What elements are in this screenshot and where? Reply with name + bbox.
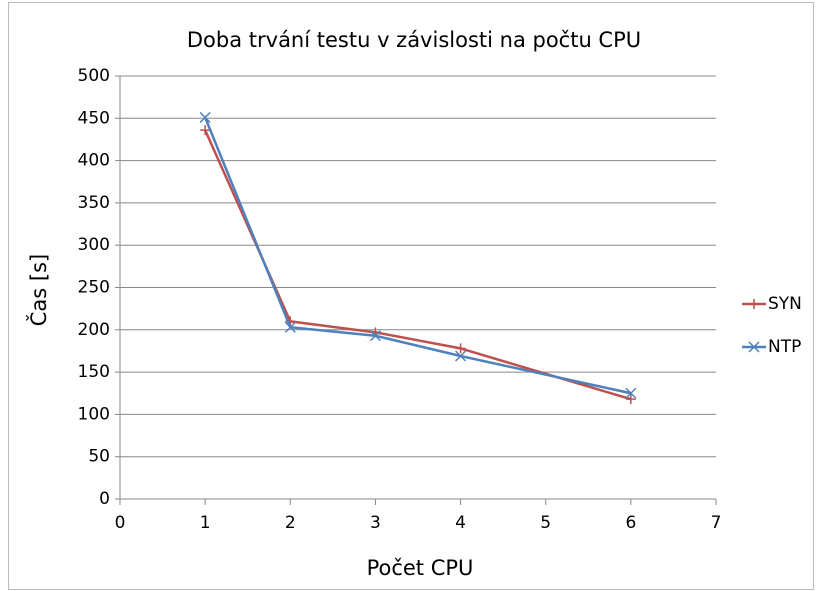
data-point xyxy=(369,330,381,342)
y-tick-label: 0 xyxy=(99,489,110,509)
y-tick-label: 100 xyxy=(78,404,110,424)
data-point xyxy=(199,111,211,123)
x-tick-label: 7 xyxy=(711,513,722,533)
data-point xyxy=(455,350,467,362)
x-tick-label: 1 xyxy=(200,513,211,533)
x-tick-label: 0 xyxy=(115,513,126,533)
data-point xyxy=(200,125,211,136)
legend-marker xyxy=(749,299,759,309)
y-tick-label: 400 xyxy=(78,151,110,171)
y-tick-label: 450 xyxy=(78,108,110,128)
x-tick-label: 2 xyxy=(285,513,296,533)
data-point xyxy=(284,321,296,333)
y-tick-label: 50 xyxy=(88,447,110,467)
x-tick-label: 5 xyxy=(540,513,551,533)
y-tick-label: 250 xyxy=(78,278,110,298)
chart-border xyxy=(8,2,814,590)
x-tick-label: 4 xyxy=(455,513,466,533)
legend-marker xyxy=(748,341,760,353)
y-tick-label: 150 xyxy=(78,362,110,382)
legend-label: SYN xyxy=(768,294,802,314)
x-axis-title: Počet CPU xyxy=(367,556,474,580)
y-tick-label: 500 xyxy=(78,66,110,86)
y-tick-label: 200 xyxy=(78,320,110,340)
y-axis-title: Čas [s] xyxy=(26,254,51,326)
data-point xyxy=(625,387,637,399)
legend-label: NTP xyxy=(768,337,801,357)
y-tick-label: 300 xyxy=(78,235,110,255)
y-tick-label: 350 xyxy=(78,193,110,213)
x-tick-label: 3 xyxy=(370,513,381,533)
data-point xyxy=(455,343,466,354)
chart-title: Doba trvání testu v závislosti na počtu … xyxy=(187,28,641,52)
data-point xyxy=(625,394,636,405)
x-tick-label: 6 xyxy=(625,513,636,533)
